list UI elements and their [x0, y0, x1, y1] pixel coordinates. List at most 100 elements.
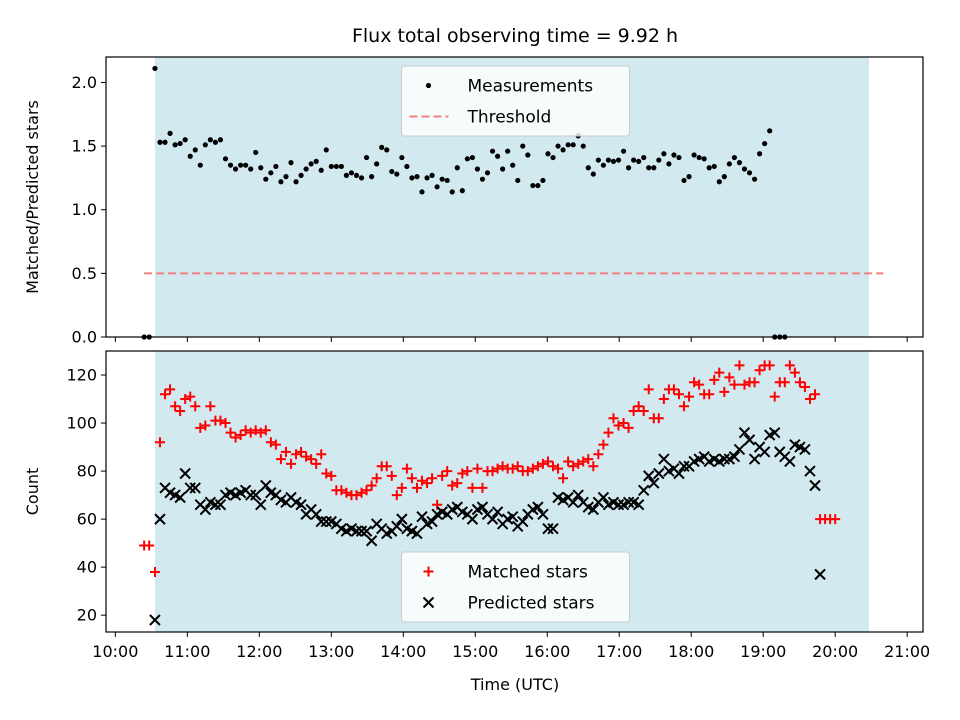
data-point	[476, 501, 489, 513]
data-point	[681, 177, 687, 184]
data-point	[769, 391, 780, 402]
data-point	[572, 489, 584, 501]
data-point	[507, 463, 518, 474]
data-point	[369, 174, 375, 180]
data-point	[558, 473, 569, 484]
y-tick-label: 1.0	[72, 200, 97, 219]
data-point	[578, 456, 589, 467]
data-point	[632, 499, 645, 511]
data-point	[278, 179, 284, 185]
data-point	[185, 391, 196, 402]
data-point	[366, 480, 377, 491]
data-point	[711, 163, 717, 170]
data-point	[248, 166, 254, 172]
data-point	[422, 478, 433, 489]
data-point	[600, 162, 606, 168]
data-point	[588, 461, 599, 472]
data-point	[628, 406, 639, 417]
data-point	[374, 161, 380, 167]
data-point	[442, 466, 453, 477]
top-y-ticks: 0.0 0.5 1.0 1.5 2.0	[72, 73, 106, 347]
data-point	[238, 162, 244, 168]
data-point	[255, 427, 266, 438]
data-point	[492, 463, 503, 474]
data-point	[643, 384, 654, 395]
data-point	[633, 401, 644, 412]
data-point	[598, 439, 609, 450]
data-point	[547, 523, 559, 535]
data-point	[500, 166, 506, 172]
data-point	[666, 161, 672, 167]
data-point	[447, 480, 458, 491]
data-point	[595, 157, 601, 163]
data-point	[202, 142, 208, 148]
data-point	[724, 372, 735, 383]
data-point	[570, 142, 576, 148]
data-point	[651, 165, 657, 171]
legend-box	[401, 65, 630, 137]
data-point	[522, 466, 533, 477]
data-point	[154, 513, 166, 525]
data-point	[814, 568, 826, 581]
data-point	[537, 508, 549, 521]
data-point	[396, 513, 408, 525]
data-point	[348, 170, 355, 176]
data-point	[567, 496, 579, 509]
data-point	[396, 482, 407, 493]
data-point	[515, 177, 521, 184]
data-point	[469, 154, 475, 161]
data-point	[646, 165, 652, 171]
x-tick-label: 18:00	[668, 642, 714, 661]
data-point	[209, 499, 222, 511]
data-point	[671, 152, 677, 158]
data-point	[416, 511, 428, 523]
data-point	[293, 179, 299, 185]
data-point	[704, 389, 715, 400]
data-point	[537, 458, 548, 469]
bottom-y-axis-label: Count	[23, 468, 42, 516]
data-point	[260, 479, 272, 492]
data-point	[371, 473, 382, 484]
data-point	[434, 184, 440, 190]
data-point	[769, 426, 781, 439]
data-point	[714, 367, 725, 378]
data-point	[810, 389, 821, 400]
data-point	[404, 163, 410, 170]
data-point	[275, 454, 286, 465]
data-point	[452, 478, 463, 489]
data-point	[573, 458, 584, 469]
data-point	[479, 176, 486, 182]
data-point	[593, 449, 604, 460]
data-point	[641, 154, 647, 161]
data-point	[510, 162, 516, 168]
y-tick-label: 0.0	[72, 328, 97, 347]
data-point	[167, 130, 173, 136]
data-point	[227, 162, 234, 168]
data-point	[419, 189, 425, 195]
data-point	[350, 525, 363, 537]
data-point	[172, 142, 178, 148]
data-point	[386, 470, 397, 481]
data-point	[243, 162, 249, 168]
data-point	[527, 463, 538, 474]
data-point	[459, 188, 465, 194]
data-point	[149, 566, 160, 577]
data-point	[804, 465, 816, 477]
data-point	[517, 515, 529, 528]
data-point	[718, 453, 731, 465]
legend-label: Measurements	[468, 77, 594, 97]
data-point	[748, 453, 761, 465]
data-point	[268, 170, 274, 176]
data-point	[716, 179, 722, 185]
data-point	[653, 413, 664, 424]
data-point	[162, 139, 168, 145]
data-point	[779, 377, 790, 388]
x-tick-label: 17:00	[596, 642, 642, 661]
data-point	[484, 170, 491, 176]
bottom-x-ticks: 10:00 11:00 12:00 13:00 14:00 15:00 16:00 17:00…	[92, 632, 930, 661]
data-point	[240, 425, 251, 436]
data-point	[363, 154, 370, 161]
data-point	[207, 137, 213, 143]
data-point	[525, 152, 531, 158]
